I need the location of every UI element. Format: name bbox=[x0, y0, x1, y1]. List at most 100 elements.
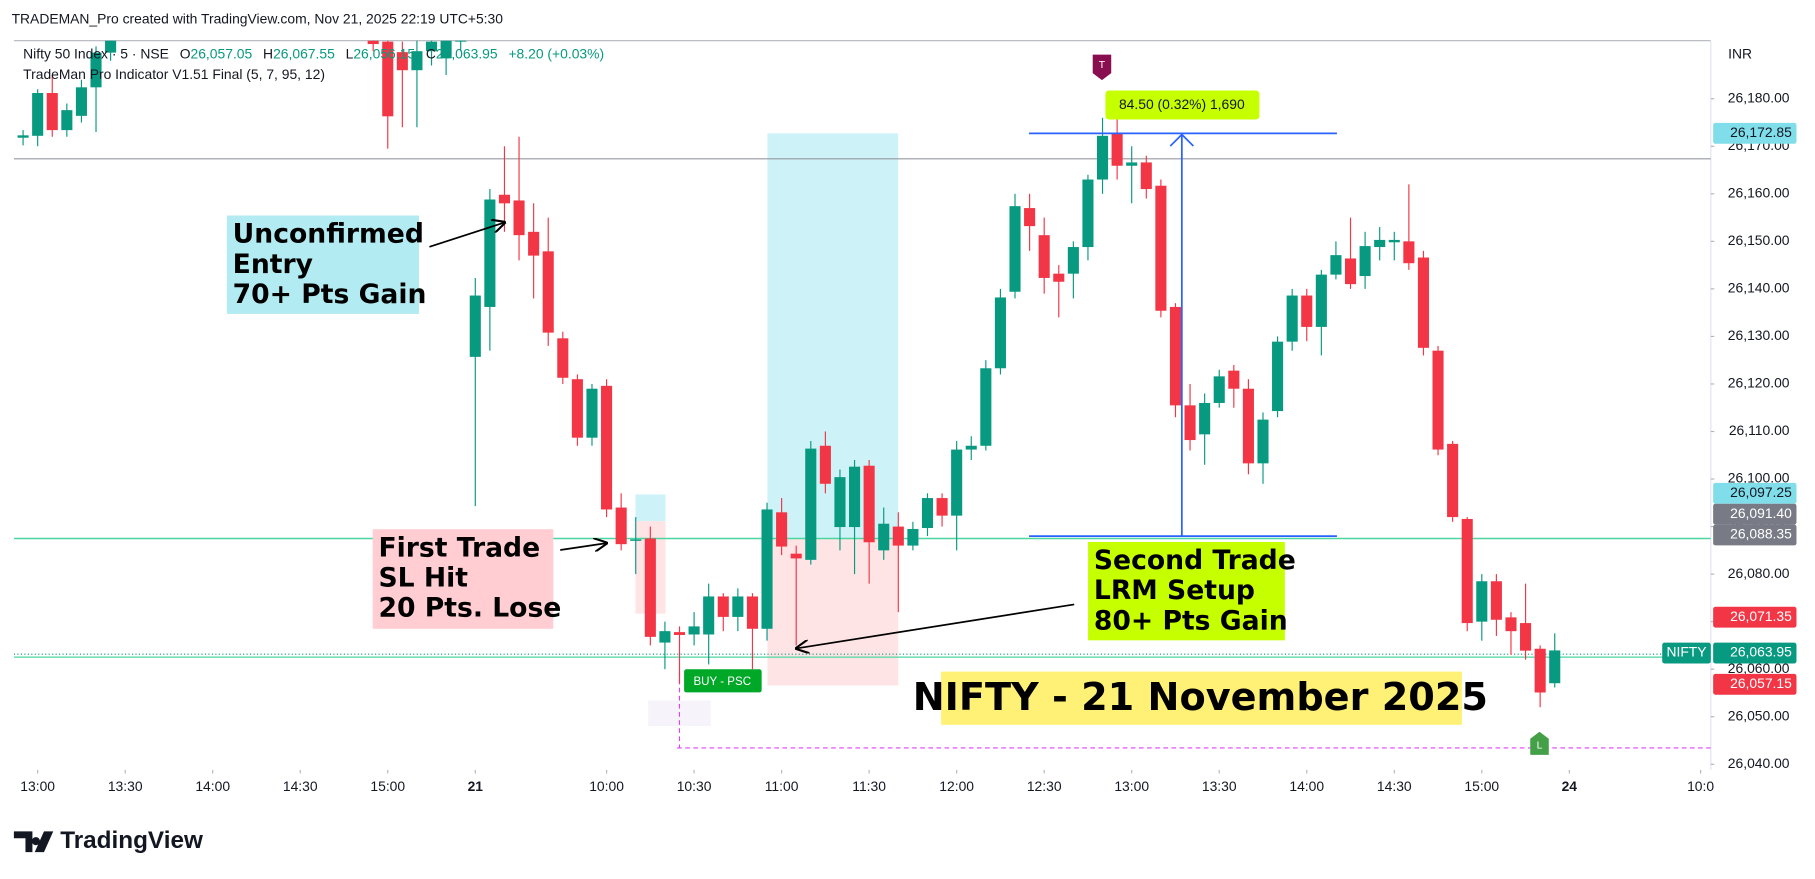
y-tick-label: 26,060.00 bbox=[1728, 660, 1790, 676]
legend-key: H bbox=[263, 45, 273, 61]
candle-body bbox=[382, 41, 394, 117]
candle-body bbox=[1053, 273, 1065, 282]
candle-body bbox=[396, 52, 408, 71]
x-tick-label: 15:00 bbox=[370, 778, 405, 794]
candle-body bbox=[1140, 162, 1152, 190]
candle-body bbox=[484, 199, 496, 307]
candle-body bbox=[834, 477, 846, 528]
price-label: 26,057.15 bbox=[1730, 675, 1792, 691]
candle-body bbox=[980, 368, 992, 446]
y-tick-label: 26,040.00 bbox=[1728, 755, 1790, 771]
candle-body bbox=[528, 231, 540, 256]
candle-body bbox=[732, 596, 744, 617]
candle-body bbox=[790, 553, 802, 559]
candle-body bbox=[1038, 235, 1050, 278]
legend-value: 26,067.55 bbox=[273, 45, 335, 61]
legend-key: C bbox=[426, 45, 436, 61]
candle-body bbox=[630, 539, 642, 541]
price-label: 26,097.25 bbox=[1730, 484, 1792, 500]
currency[interactable]: INR bbox=[1728, 45, 1752, 61]
candle-body bbox=[1344, 258, 1357, 285]
candle-body bbox=[1286, 295, 1298, 342]
candle-body bbox=[1330, 255, 1342, 275]
marker-t: T bbox=[1092, 54, 1112, 81]
legend-value: 26,063.95 bbox=[436, 45, 498, 61]
candle-body bbox=[1520, 623, 1532, 651]
x-tick-label: 24 bbox=[1562, 778, 1578, 794]
candle-body bbox=[1432, 350, 1444, 450]
candle-body bbox=[863, 465, 875, 543]
x-tick-label: 14:00 bbox=[1289, 778, 1324, 794]
measure-box: 84.50 (0.32%) 1,690 bbox=[1105, 90, 1260, 120]
candle-body bbox=[907, 528, 919, 546]
marker-l: L bbox=[1530, 731, 1549, 755]
candle-body bbox=[1315, 274, 1327, 327]
candle-body bbox=[805, 448, 817, 560]
x-tick-label: 15:00 bbox=[1464, 778, 1499, 794]
price-label: 26,091.40 bbox=[1730, 505, 1792, 521]
candle-body bbox=[892, 526, 904, 546]
candle-body bbox=[746, 596, 758, 629]
candle-body bbox=[761, 509, 773, 629]
annotation-arrow bbox=[429, 222, 504, 248]
candle-body bbox=[688, 626, 700, 635]
candle-body bbox=[1096, 135, 1109, 180]
logo-text: TradingView bbox=[60, 827, 203, 854]
candle-body bbox=[1417, 257, 1429, 348]
annotation-arrow bbox=[560, 543, 606, 550]
candle-body bbox=[90, 52, 102, 88]
candle-body bbox=[1374, 239, 1386, 248]
candle-body bbox=[1242, 388, 1254, 464]
y-tick-label: 26,110.00 bbox=[1729, 422, 1790, 438]
marker-text: L bbox=[1537, 740, 1543, 751]
y-tick-label: 26,160.00 bbox=[1728, 184, 1790, 200]
annotation: SL Hit bbox=[379, 562, 469, 593]
title-box bbox=[941, 671, 1462, 725]
candle-body bbox=[425, 41, 438, 52]
candle-body bbox=[1184, 405, 1196, 441]
x-tick-label: 13:00 bbox=[1114, 778, 1149, 794]
candle-body bbox=[1476, 581, 1488, 622]
header: TRADEMAN_Pro created with TradingView.co… bbox=[12, 11, 504, 27]
price-label: 26,063.95 bbox=[1730, 644, 1792, 660]
candle-body bbox=[1490, 581, 1502, 620]
candle-body bbox=[557, 338, 569, 378]
annotation: Unconfirmed bbox=[233, 219, 424, 250]
chart-title: NIFTY - 21 November 2025 bbox=[913, 676, 1488, 720]
candle-body bbox=[1228, 370, 1240, 389]
candle-body bbox=[586, 388, 598, 438]
x-tick-label: 13:00 bbox=[20, 778, 55, 794]
candle-body bbox=[717, 596, 729, 617]
plot bbox=[13, 40, 1711, 749]
candle-body bbox=[46, 93, 58, 131]
buy-text: BUY - PSC bbox=[693, 676, 751, 688]
candle-body bbox=[542, 251, 554, 333]
indicator-name: TradeMan Pro Indicator V1.51 Final (5, 7… bbox=[23, 66, 325, 82]
candle-body bbox=[61, 110, 73, 131]
logo: TradingView bbox=[13, 827, 203, 854]
y-tick-label: 26,050.00 bbox=[1728, 707, 1790, 723]
candle-body bbox=[1534, 648, 1546, 693]
candle-body bbox=[1126, 162, 1138, 166]
y-tick-label: 26,140.00 bbox=[1728, 280, 1790, 296]
candle-body bbox=[1199, 402, 1211, 435]
annotation: First Trade bbox=[379, 532, 541, 563]
target-zone bbox=[635, 494, 666, 522]
candle-body bbox=[1024, 208, 1036, 227]
annotation: 70+ Pts Gain bbox=[233, 279, 427, 310]
marker-text: T bbox=[1099, 60, 1106, 71]
candle-body bbox=[951, 449, 963, 516]
candle-body bbox=[411, 51, 423, 71]
x-tick-label: 12:00 bbox=[939, 778, 974, 794]
candle-body bbox=[1447, 443, 1459, 518]
annotation-box bbox=[1088, 541, 1285, 641]
x-tick-label: 21 bbox=[468, 778, 484, 794]
annotation: 20 Pts. Lose bbox=[379, 593, 562, 624]
candle-body bbox=[1549, 650, 1561, 684]
candle-body bbox=[849, 466, 861, 528]
candle-body bbox=[440, 40, 452, 59]
candle-body bbox=[878, 523, 890, 551]
x-tick-label: 10:00 bbox=[589, 778, 624, 794]
candle-body bbox=[469, 295, 481, 357]
legend-key: O bbox=[180, 45, 191, 61]
